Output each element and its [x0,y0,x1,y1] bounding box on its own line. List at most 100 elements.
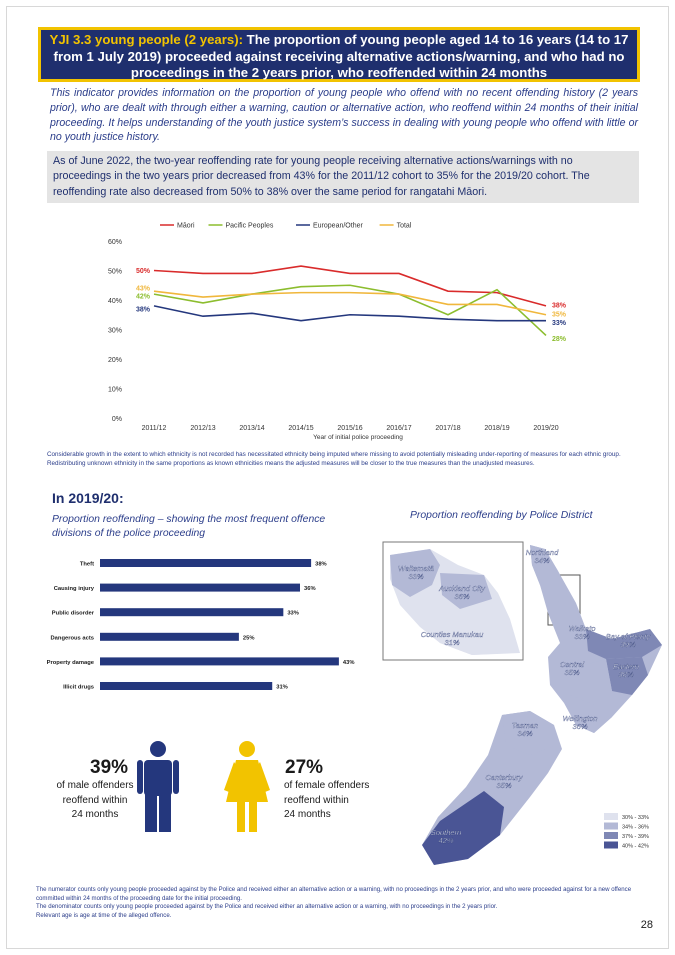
legend-label: Māori [177,223,195,230]
series-start-label: 38% [136,306,151,313]
indicator-code: YJI 3.3 young people (2 years): [49,32,244,47]
bar-category-label: Property damage [47,660,95,666]
x-tick-label: 2013/14 [239,425,264,432]
district-name-label: Northland [526,548,559,557]
bar-category-label: Causing injury [54,586,95,592]
bar-category-label: Illicit drugs [63,685,94,691]
inset-waitemata [390,549,440,597]
indicator-title: The proportion of young people aged 14 t… [53,32,629,80]
y-tick-label: 0% [112,416,122,423]
bar-value-label: 43% [343,660,355,666]
district-name-label: Waikato [569,624,596,633]
line-chart-svg: 0% 10% 20% 30% 40% 50% 60% 2011/12 2012/13 2013/1… [108,223,567,442]
district-value-label: 35% [564,668,579,677]
bar-value-label: 38% [315,562,327,568]
x-tick-label: 2018/19 [484,425,509,432]
legend-color-swatch [604,822,618,830]
district-value-label: 31% [444,638,459,647]
district-name-label: Tasman [512,721,538,730]
section-heading: In 2019/20: [52,490,124,506]
series-start-label: 50% [136,268,151,275]
legend-range-label: 40% - 42% [622,844,649,850]
x-tick-label: 2011/12 [142,425,167,432]
male-percentage: 39% [90,757,129,778]
district-name-label: Wellington [563,714,598,723]
district-value-label: 35% [496,781,511,790]
district-value-label: 33% [574,632,589,641]
legend-label: Total [397,223,412,230]
female-desc-line-1: of female offenders [284,780,370,791]
x-tick-label: 2017/18 [435,425,460,432]
bar-category-label: Public disorder [52,611,95,617]
district-name-label: Auckland City [438,584,486,593]
district-value-label: 42% [438,836,453,845]
page-border [6,6,669,949]
legend-color-swatch [604,813,618,820]
district-name-label: Eastern [613,662,639,671]
district-name-label: Counties Manukau [421,630,484,639]
bar-category-label: Dangerous acts [51,635,95,641]
intro-paragraph: This indicator provides information on t… [50,87,638,144]
male-desc-line-2: reoffend within [62,794,128,806]
legend-range-label: 34% - 36% [622,825,649,831]
y-tick-label: 50% [108,269,122,276]
female-description: of female offenders reoffend within 24 m… [284,779,394,823]
district-value-label: 34% [534,556,549,565]
ethnicity-note: Considerable growth in the extent to whi… [47,451,621,468]
x-tick-label: 2014/15 [288,425,313,432]
legend-label: European/Other [313,223,363,230]
bar-value-label: 25% [243,635,255,641]
district-name-label: Southern [431,828,461,837]
offence-bar [100,682,273,690]
district-name-label: Central [560,660,585,669]
series-line [153,290,547,316]
offence-bar-chart: Theft 38% Causing injury 36% Public disorder… [30,555,390,695]
page-number: 28 [640,919,653,931]
y-tick-label: 10% [108,387,122,394]
footnote-age: Relevant age is age at time of the alleg… [36,912,172,920]
x-axis-title: Year of initial police proceeding [313,434,403,441]
x-tick-label: 2015/16 [337,425,362,432]
series-line [153,305,546,322]
district-value-label: 36% [454,592,469,601]
female-percentage: 27% [285,757,324,778]
district-name-label: Canterbury [485,773,523,782]
tasman-region [502,711,556,755]
y-tick-label: 30% [108,328,122,335]
series-line [153,265,547,307]
bar-value-label: 33% [287,611,299,617]
male-desc-line-3: 24 months [71,809,119,820]
x-tick-label: 2019/20 [533,425,558,432]
footnote-numerator: The numerator counts only young people p… [36,886,632,902]
footnote-denominator: The denominator counts only young people… [36,903,498,911]
bar-value-label: 36% [304,586,316,592]
series-end-label: 38% [552,302,567,309]
offence-bar [100,559,312,567]
series-start-label: 43% [136,286,151,293]
male-figure-icon [137,741,179,832]
district-name-label: Bay of Plenty [606,632,651,641]
inset-counties [420,609,510,655]
series-line [153,284,547,336]
x-tick-label: 2012/13 [190,425,215,432]
footnotes: The numerator counts only young people p… [36,886,636,921]
legend-range-label: 30% - 33% [622,815,649,821]
northland-region [530,545,570,605]
indicator-header: YJI 3.3 young people (2 years): The prop… [38,27,640,82]
y-tick-label: 20% [108,357,122,364]
y-tick-label: 60% [108,239,122,246]
line-chart: 0% 10% 20% 30% 40% 50% 60% 2011/12 2012/13 2013/1… [90,214,610,444]
district-name-label: Waitematā [398,564,434,573]
district-map: Northland 34% Waitematā 33% Auckland City 36%… [380,535,670,875]
eastern-region [606,657,648,695]
offence-bar [100,608,284,617]
male-desc-line-1: of male offenders [56,780,134,791]
legend-label: Pacific Peoples [226,223,274,230]
legend-color-swatch [604,832,618,839]
district-value-label: 38% [618,670,633,679]
bay-of-plenty-region [586,629,662,659]
offence-bar [100,657,339,666]
district-value-label: 33% [408,572,423,581]
